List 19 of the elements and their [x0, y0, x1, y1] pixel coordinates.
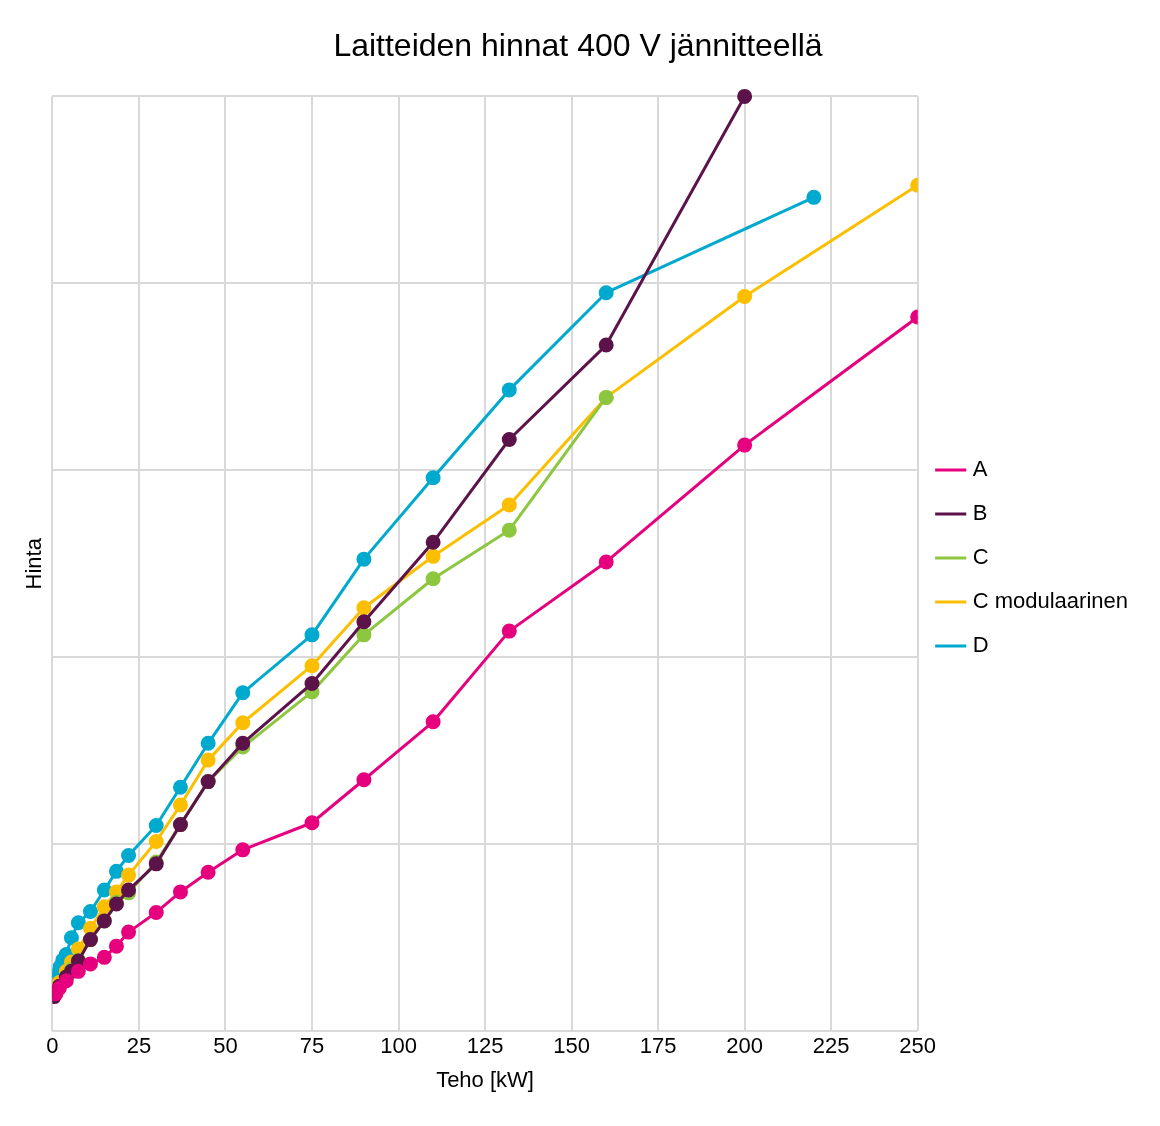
x-tick-label: 25: [126, 1033, 152, 1059]
x-tick-label: 0: [46, 1033, 59, 1059]
y-axis-title: Hinta: [21, 537, 47, 590]
legend-label: D: [972, 632, 989, 658]
x-tick-label: 175: [639, 1033, 677, 1059]
legend-label: A: [972, 456, 988, 482]
x-tick-label: 150: [553, 1033, 590, 1059]
x-tick-label: 200: [726, 1033, 763, 1059]
legend-label: C: [972, 544, 989, 570]
chart-title: Laitteiden hinnat 400 V jännitteellä: [333, 27, 823, 64]
x-tick-label: 50: [213, 1033, 238, 1059]
x-tick-label: 75: [299, 1033, 325, 1059]
x-tick-label: 125: [466, 1033, 504, 1059]
x-tick-label: 225: [812, 1033, 850, 1059]
x-axis-title: Teho [kW]: [436, 1066, 534, 1092]
x-tick-label: 250: [899, 1033, 937, 1059]
legend-label: B: [972, 500, 988, 526]
x-tick-label: 100: [380, 1033, 417, 1059]
legend-label: C modulaarinen: [972, 588, 1128, 614]
